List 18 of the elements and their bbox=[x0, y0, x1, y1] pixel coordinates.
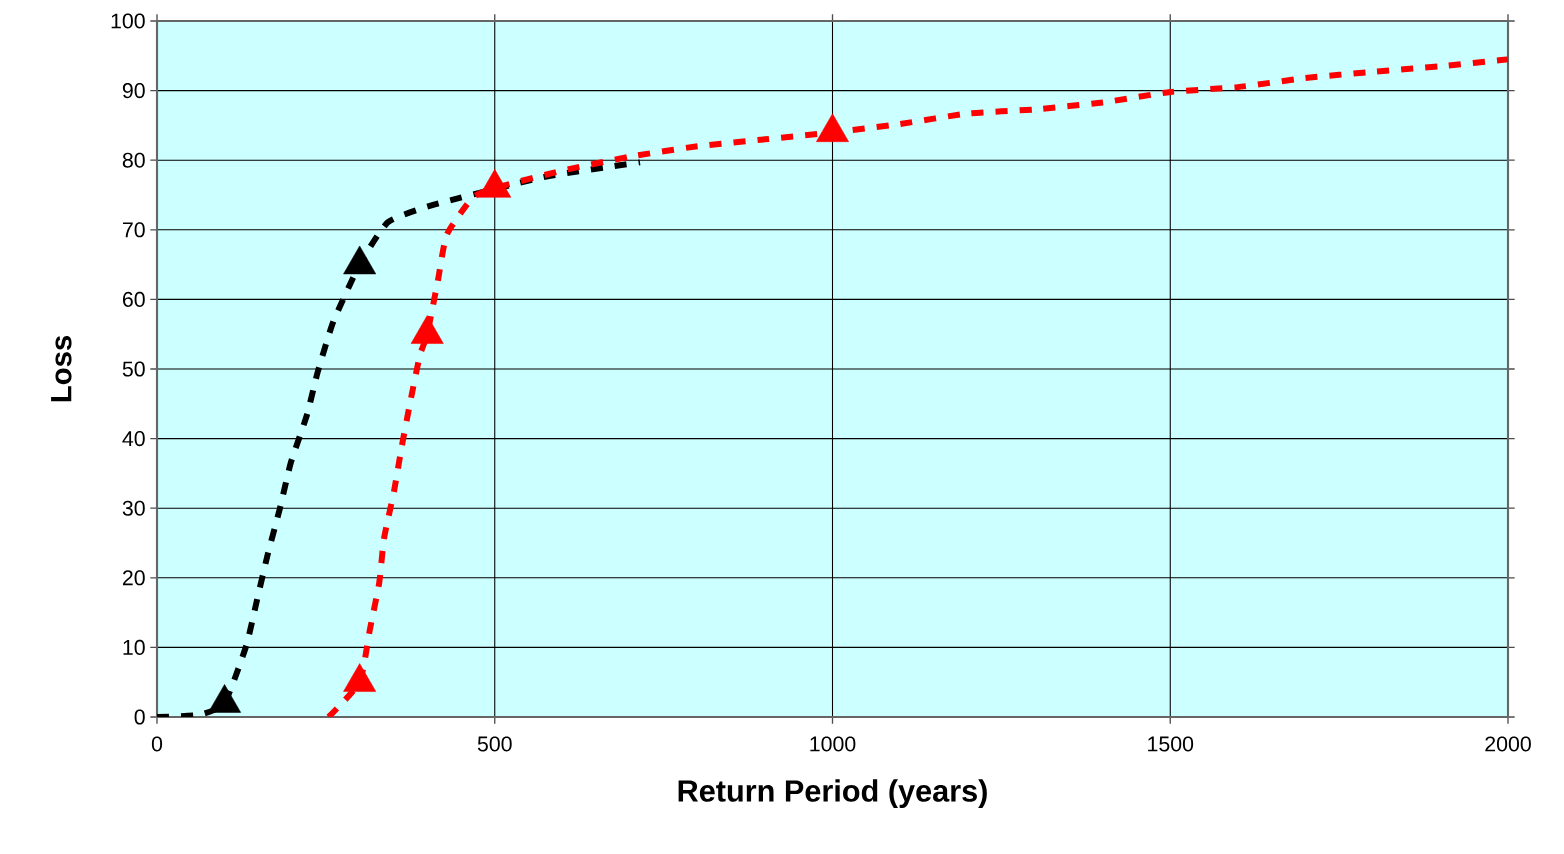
x-tick-label: 1500 bbox=[1148, 736, 1194, 752]
x-tick-label: 1000 bbox=[810, 736, 856, 752]
y-axis-title: Loss bbox=[51, 335, 72, 402]
y-tick-label: 50 bbox=[122, 361, 145, 377]
y-tick-label: 30 bbox=[122, 500, 145, 516]
y-tick-label: 40 bbox=[122, 431, 145, 447]
y-tick-label: 80 bbox=[122, 152, 145, 168]
y-tick-label: 90 bbox=[122, 83, 145, 99]
x-tick-label: 2000 bbox=[1485, 736, 1531, 752]
y-tick-label: 20 bbox=[122, 570, 145, 586]
x-axis-title: Return Period (years) bbox=[678, 779, 987, 808]
x-tick-label: 0 bbox=[151, 736, 163, 752]
y-tick-label: 0 bbox=[134, 709, 145, 725]
x-tick-label: 500 bbox=[477, 736, 512, 752]
y-tick-label: 60 bbox=[122, 291, 145, 307]
y-tick-label: 10 bbox=[123, 639, 145, 655]
y-tick-label: 70 bbox=[122, 222, 145, 238]
y-tick-label: 100 bbox=[111, 13, 145, 29]
